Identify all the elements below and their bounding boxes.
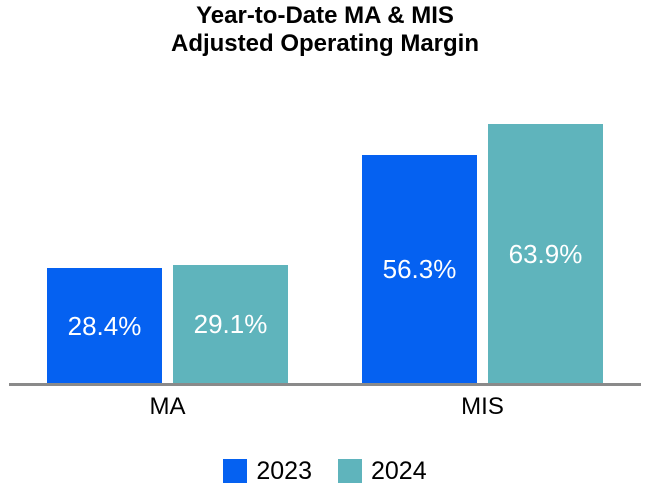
chart-title-line-2: Adjusted Operating Margin (170, 30, 479, 57)
legend: 2023 2024 (0, 458, 650, 484)
legend-label-2024: 2024 (371, 457, 427, 485)
bar-ma-2023: 28.4% (47, 268, 162, 383)
category-label-mis: MIS (461, 393, 504, 420)
chart-title-line-1: Year-to-Date MA & MIS (196, 2, 454, 29)
legend-swatch-2023 (223, 459, 248, 483)
legend-item-2024: 2024 (338, 458, 427, 484)
chart-title: Year-to-Date MA & MIS Adjusted Operating… (0, 2, 650, 58)
x-axis-category-labels: MA MIS (0, 392, 650, 424)
x-axis-line (9, 383, 641, 386)
bar-value-label: 63.9% (508, 238, 583, 269)
bar-value-label: 56.3% (382, 254, 457, 284)
category-label-ma: MA (149, 393, 186, 420)
bar-ma-2024: 29.1% (173, 265, 288, 383)
bar-mis-2024: 63.9% (488, 124, 603, 383)
bar-value-label: 28.4% (67, 310, 142, 341)
bar-value-label: 29.1% (193, 309, 268, 339)
bar-mis-2023: 56.3% (362, 155, 477, 383)
legend-label-2023: 2023 (256, 457, 312, 485)
legend-item-2023: 2023 (223, 458, 312, 484)
plot-area: 28.4% 29.1% 56.3% 63.9% (47, 124, 603, 383)
legend-swatch-2024 (338, 459, 362, 483)
